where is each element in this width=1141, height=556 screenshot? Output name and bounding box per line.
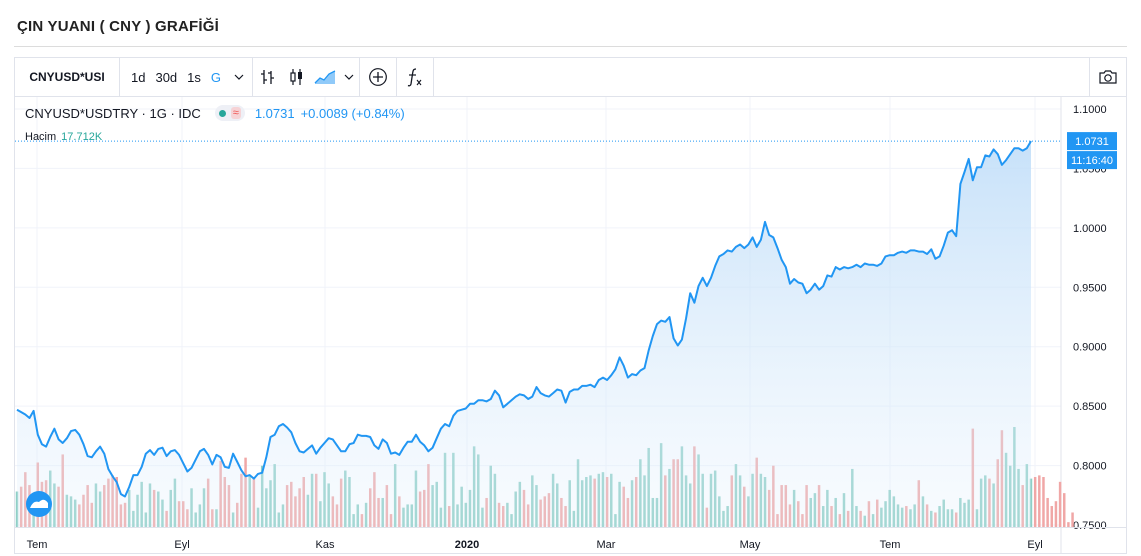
volume-legend: Hacim 17.712K — [25, 131, 102, 143]
compare-wave-icon: ≈ — [230, 107, 241, 119]
chart-type-chevron-down-icon[interactable] — [339, 58, 359, 96]
y-tick-label: 0.7500 — [1073, 520, 1107, 532]
volume-bar — [1071, 512, 1074, 527]
page-title: ÇIN YUANI ( CNY ) GRAFİĞİ — [17, 18, 219, 35]
symbol-button[interactable]: CNYUSD*USI — [15, 58, 120, 96]
bars-icon[interactable] — [253, 58, 283, 96]
volume-value: 17.712K — [61, 131, 103, 143]
candles-icon[interactable] — [283, 58, 311, 96]
chart-widget: CNYUSD*USI 1d 30d 1s G — [14, 57, 1127, 554]
volume-bar — [1050, 506, 1054, 527]
series-dot-icon — [218, 109, 226, 117]
add-indicator-icon[interactable] — [360, 58, 396, 96]
interval-1s[interactable]: 1s — [187, 69, 201, 85]
volume-bar — [1033, 477, 1037, 527]
toolbar-divider — [359, 58, 361, 96]
y-tick-label: 1.0000 — [1073, 223, 1107, 235]
volume-label: Hacim — [25, 131, 57, 143]
interval-30d[interactable]: 30d — [155, 69, 178, 85]
x-tick-label: May — [740, 539, 761, 551]
legend-toggle[interactable]: ≈ — [214, 105, 245, 121]
volume-bar — [1042, 477, 1045, 527]
interval-g[interactable]: G — [210, 69, 222, 85]
volume-bar — [1067, 522, 1070, 527]
price-chart[interactable]: 1.10001.05001.00000.95000.90000.85000.80… — [15, 97, 1126, 553]
x-tick-label: Tem — [880, 539, 901, 551]
camera-icon[interactable] — [1089, 58, 1126, 96]
legend-title: CNYUSD*USDTRY · 1G · IDC — [25, 105, 201, 121]
area-icon[interactable] — [311, 58, 339, 96]
series-legend: CNYUSD*USDTRY · 1G · IDC ≈ 1.0731 +0.008… — [25, 105, 405, 121]
toolbar-divider — [396, 58, 398, 96]
title-divider — [14, 46, 1127, 47]
time-tag-label: 11:16:40 — [1071, 155, 1113, 167]
x-tick-label: 2020 — [455, 539, 479, 551]
x-tick-label: Mar — [597, 539, 616, 551]
y-tick-label: 0.8000 — [1073, 461, 1107, 473]
x-tick-label: Kas — [316, 539, 335, 551]
price-line — [16, 140, 1032, 498]
cloud-icon — [30, 499, 48, 508]
y-tick-label: 0.9500 — [1073, 282, 1107, 294]
time-tag — [1067, 151, 1117, 170]
x-tick-label: Eyl — [1027, 539, 1042, 551]
y-tick-label: 0.8500 — [1073, 401, 1107, 413]
volume-bar — [1046, 497, 1049, 527]
volume-bar — [1038, 475, 1041, 527]
toolbar-divider — [433, 58, 435, 96]
last-price-tag — [1067, 132, 1117, 151]
toolbar-divider — [252, 58, 254, 96]
interval-1d[interactable]: 1d — [131, 69, 146, 85]
y-tick-label: 0.9000 — [1073, 342, 1107, 354]
volume-bar — [1063, 493, 1066, 527]
y-tick-label: 1.1000 — [1073, 104, 1107, 116]
x-tick-label: Tem — [27, 539, 48, 551]
volume-bar — [1058, 481, 1062, 527]
legend-change: +0.0089 (+0.84%) — [300, 105, 405, 121]
interval-chevron-down-icon[interactable] — [226, 58, 252, 96]
chart-toolbar: CNYUSD*USI 1d 30d 1s G — [15, 58, 1126, 97]
fx-icon[interactable] — [397, 58, 433, 96]
x-tick-label: Eyl — [174, 539, 189, 551]
last-price-tag-label: 1.0731 — [1075, 136, 1109, 148]
legend-last-value: 1.0731 — [254, 105, 295, 121]
volume-bar — [1054, 501, 1058, 527]
price-area-fill — [17, 141, 1031, 527]
